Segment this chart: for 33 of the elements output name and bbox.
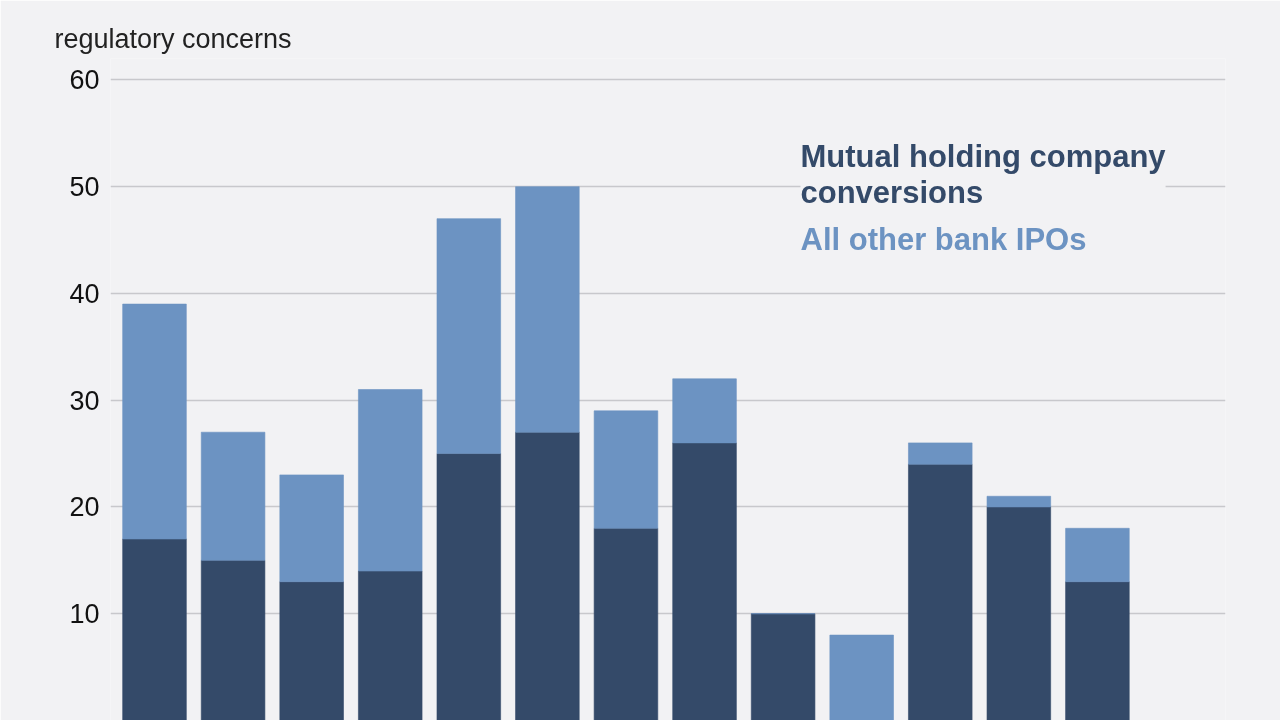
bar	[122, 303, 187, 540]
text: Mutual holding company conversions	[800, 138, 1167, 211]
y-tick-label: 40	[69, 278, 100, 309]
bar	[907, 463, 973, 720]
bar	[593, 527, 659, 720]
bar	[1065, 581, 1130, 720]
chart-title: regulatory concerns	[54, 23, 292, 54]
bar	[672, 442, 737, 720]
bar	[829, 634, 895, 720]
bar	[357, 570, 423, 720]
y-tick-label: 30	[69, 385, 100, 416]
bar	[122, 538, 187, 720]
y-tick-label: 20	[69, 492, 100, 523]
y-tick-label: 60	[69, 65, 100, 96]
y-tick-label: 50	[69, 172, 100, 203]
bar	[593, 410, 659, 529]
bar	[750, 613, 816, 720]
bar	[357, 389, 423, 572]
bar	[200, 559, 266, 720]
bar	[907, 442, 973, 465]
bar	[672, 378, 737, 444]
bar	[279, 474, 344, 583]
y-tick-label: 10	[69, 599, 100, 630]
bar	[279, 581, 344, 720]
bar	[515, 186, 580, 433]
text: All other bank IPOs	[800, 221, 1087, 257]
bar	[436, 453, 502, 720]
bar	[986, 506, 1052, 720]
bar	[200, 431, 266, 561]
bar	[436, 218, 502, 455]
bar	[986, 495, 1052, 508]
bar	[515, 431, 580, 720]
bar	[1065, 527, 1130, 583]
